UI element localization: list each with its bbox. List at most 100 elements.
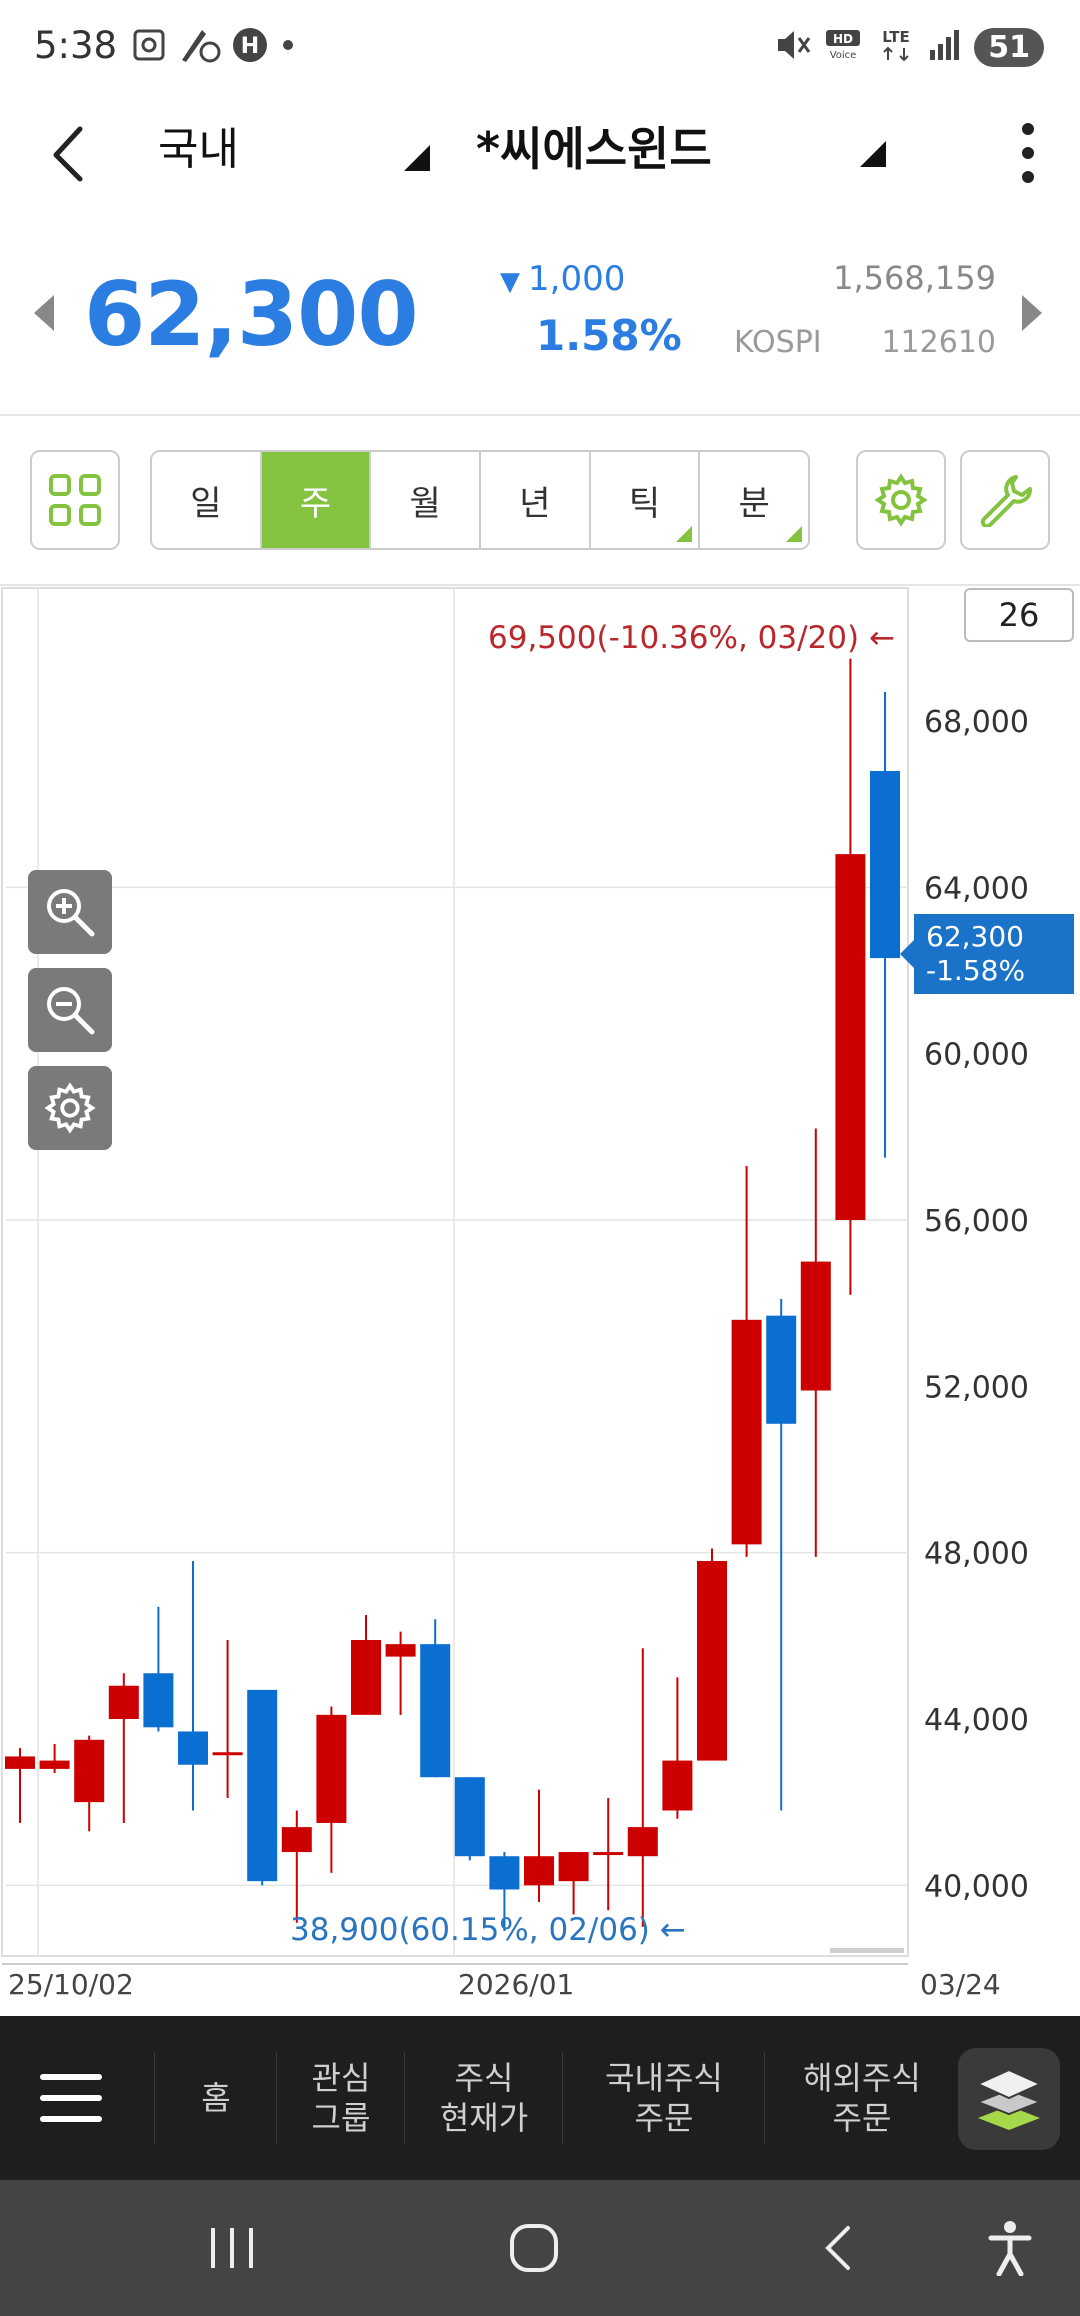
- stock-selector[interactable]: *씨에스윈드: [476, 122, 712, 176]
- signal-icon: [928, 28, 962, 66]
- candle-body: [766, 1315, 797, 1424]
- candle-body: [5, 1756, 35, 1769]
- zoom-in-icon: [47, 889, 95, 937]
- market-index: KOSPI: [734, 325, 822, 360]
- candle-body: [489, 1856, 520, 1890]
- system-navigation-bar: [0, 2180, 1080, 2316]
- arrow-left-icon: ←: [868, 620, 895, 656]
- dropdown-corner-icon: [676, 526, 693, 542]
- recent-apps-icon: [211, 2228, 253, 2268]
- arrow-left-icon: ←: [659, 1912, 686, 1948]
- bottom-navigation: 홈 관심 그룹 주식 현재가 국내주식 주문 해외주식 주문: [0, 2016, 1080, 2180]
- nav-item-overseas-order[interactable]: 해외주식 주문: [803, 2059, 921, 2137]
- candle-body: [316, 1714, 347, 1823]
- home-button[interactable]: [474, 2180, 594, 2316]
- back-button[interactable]: [44, 117, 94, 187]
- candle-body: [731, 1319, 762, 1545]
- period-tab[interactable]: 월: [371, 452, 482, 548]
- nav-separator: [404, 2052, 405, 2144]
- zoom-in-button[interactable]: [28, 870, 112, 954]
- candle-body: [212, 1752, 243, 1756]
- y-axis-tick-label: 48,000: [924, 1537, 1029, 1572]
- prev-stock-arrow-icon[interactable]: [32, 293, 56, 333]
- next-stock-arrow-icon[interactable]: [1020, 293, 1044, 333]
- candle-body: [108, 1685, 139, 1719]
- system-back-button[interactable]: [778, 2180, 898, 2316]
- more-menu-button[interactable]: [1016, 117, 1040, 191]
- y-axis-tick-label: 56,000: [924, 1204, 1029, 1239]
- nav-item-stock-quote[interactable]: 주식 현재가: [439, 2059, 529, 2137]
- layers-button[interactable]: [958, 2048, 1060, 2150]
- drawing-tools-button[interactable]: [960, 450, 1050, 550]
- chevron-left-icon: [825, 2226, 850, 2270]
- chart-canvas[interactable]: 40,000 44,000 48,000 52,000 56,000 60,000 64,0…: [0, 586, 1080, 2018]
- candle-body: [385, 1644, 416, 1657]
- price-change-percent: 1.58%: [536, 311, 682, 360]
- screenshot-icon: [130, 26, 168, 68]
- recent-apps-button[interactable]: [172, 2180, 292, 2316]
- period-tab-label: 월: [409, 483, 441, 524]
- market-selector[interactable]: 국내: [158, 124, 239, 175]
- candle-count-box[interactable]: 26: [964, 588, 1074, 642]
- accessibility-button[interactable]: [950, 2180, 1070, 2316]
- candle-body: [454, 1777, 485, 1857]
- period-high-label: 69,500(-10.36%, 03/20) ←: [488, 620, 895, 656]
- nav-item-domestic-order[interactable]: 국내주식 주문: [605, 2059, 723, 2137]
- candle-body: [870, 770, 900, 959]
- candlestick-chart[interactable]: 40,000 44,000 48,000 52,000 56,000 60,000 64,0…: [0, 584, 1080, 2016]
- period-tab[interactable]: 분: [700, 452, 808, 548]
- y-axis-tick-label: 52,000: [924, 1370, 1029, 1405]
- candle-body: [662, 1760, 693, 1811]
- dropdown-corner-icon: [786, 526, 803, 542]
- candle-body: [281, 1827, 312, 1853]
- candle-body: [593, 1852, 624, 1856]
- period-tab[interactable]: 일: [152, 452, 262, 548]
- battery-icon: 51: [974, 27, 1044, 67]
- wrench-icon: [980, 475, 1032, 527]
- chart-settings-button[interactable]: [856, 450, 946, 550]
- price-change-value: 1,000: [528, 259, 626, 299]
- accessibility-icon: [988, 2221, 1032, 2276]
- chart-options-button[interactable]: [28, 1066, 112, 1150]
- svg-text:HD: HD: [833, 32, 853, 46]
- y-axis-tick-label: 60,000: [924, 1038, 1029, 1073]
- nav-item-watchlist[interactable]: 관심 그룹: [311, 2059, 371, 2137]
- stock-caret-icon[interactable]: [860, 141, 886, 167]
- hd-voice-icon: HD Voice: [824, 26, 864, 68]
- candle-body: [835, 854, 866, 1221]
- y-axis-tick-label: 44,000: [924, 1703, 1029, 1738]
- gear-icon: [44, 1082, 96, 1134]
- period-tab[interactable]: 년: [481, 452, 591, 548]
- candle-body: [800, 1261, 831, 1391]
- candle-body: [178, 1731, 208, 1765]
- notification-icon: [178, 26, 222, 68]
- nav-item-home[interactable]: 홈: [201, 2079, 231, 2117]
- candle-body: [420, 1644, 451, 1778]
- h-icon: H: [232, 27, 268, 67]
- market-caret-icon[interactable]: [404, 145, 430, 171]
- svg-text:H: H: [241, 34, 259, 59]
- period-low-label: 38,900(60.15%, 02/06) ←: [290, 1912, 686, 1948]
- candle-body: [74, 1739, 105, 1803]
- y-axis-tick-label: 40,000: [924, 1869, 1029, 1904]
- menu-button[interactable]: [40, 2072, 102, 2128]
- zoom-out-button[interactable]: [28, 968, 112, 1052]
- period-tab-label: 주: [299, 483, 332, 524]
- period-high-value: 69,500(-10.36%, 03/20): [488, 620, 860, 656]
- period-tab[interactable]: 주: [261, 452, 372, 548]
- period-tab-label: 틱: [628, 483, 661, 524]
- period-tab[interactable]: 틱: [590, 452, 701, 548]
- svg-text:LTE: LTE: [882, 28, 910, 46]
- layout-grid-button[interactable]: [30, 450, 120, 550]
- zoom-out-icon: [47, 987, 95, 1035]
- more-vertical-icon: [1022, 123, 1034, 183]
- period-tab-label: 일: [190, 483, 222, 524]
- y-axis-tick-label: 68,000: [924, 705, 1029, 740]
- dot-icon: [278, 35, 298, 59]
- hamburger-menu-icon: [40, 2074, 102, 2122]
- nav-separator: [276, 2052, 277, 2144]
- x-axis-label-end: 03/24: [920, 1968, 1001, 2001]
- mute-icon: [774, 26, 812, 68]
